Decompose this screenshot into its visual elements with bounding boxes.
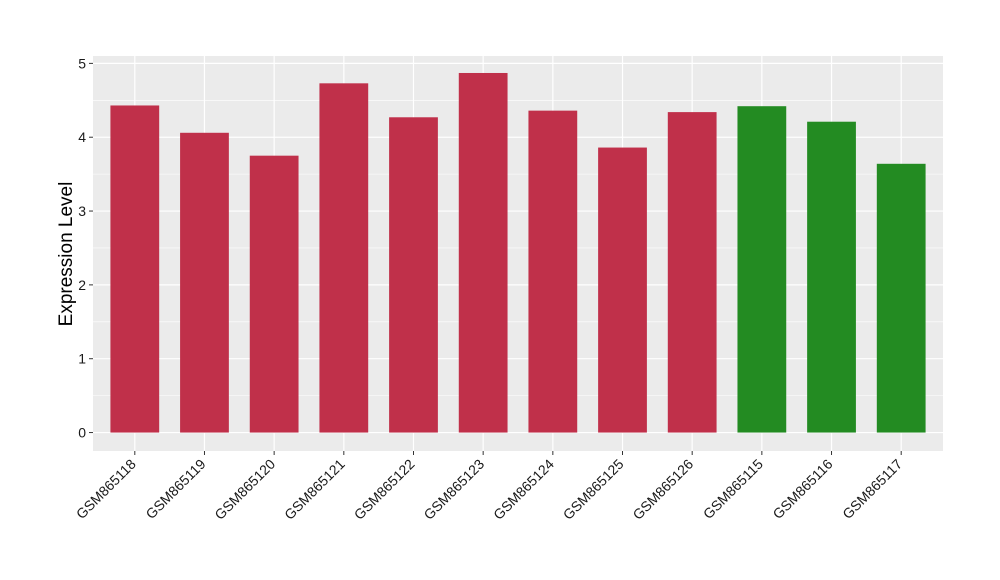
x-axis: GSM865118 GSM865119 GSM865120 GSM865121 GSM8… [73, 451, 905, 523]
bars [110, 72, 926, 433]
bar-GSM865117 [876, 163, 926, 433]
bar-GSM865115 [737, 106, 787, 433]
x-tick-label: GSM865115 [700, 456, 766, 522]
x-tick-label: GSM865125 [560, 456, 627, 523]
y-tick-label: 0 [78, 425, 86, 441]
x-tick-label: GSM865123 [420, 456, 487, 523]
bar-GSM865121 [319, 83, 369, 433]
minor-gridlines [93, 99, 943, 396]
y-tick-label: 3 [78, 203, 86, 219]
x-tick-label: GSM865116 [769, 456, 835, 522]
bar-GSM865124 [528, 110, 578, 433]
bar-GSM865126 [667, 112, 717, 433]
x-tick-label: GSM865118 [73, 456, 139, 522]
y-tick-label: 2 [78, 277, 86, 293]
bar-GSM865116 [807, 121, 856, 433]
y-axis-title: Expression Level [56, 182, 77, 327]
plot-panel [93, 56, 943, 451]
x-tick-label: GSM865120 [211, 456, 278, 523]
x-tick-label: GSM865124 [490, 456, 557, 523]
x-tick-label: GSM865122 [351, 456, 418, 523]
y-axis: 0 1 2 3 4 5 [78, 55, 93, 441]
x-tick-label: GSM865121 [281, 456, 348, 523]
bar-GSM865120 [249, 155, 299, 433]
x-tick-label: GSM865126 [629, 456, 696, 523]
bar-GSM865123 [458, 72, 508, 433]
y-tick-label: 1 [78, 351, 86, 367]
bar-GSM865122 [389, 117, 438, 433]
bar-GSM865118 [110, 105, 160, 433]
y-tick-label: 5 [78, 55, 86, 71]
bar-GSM865119 [180, 132, 229, 433]
y-tick-label: 4 [78, 129, 86, 145]
bar-GSM865125 [598, 147, 647, 433]
x-tick-label: GSM865117 [839, 456, 905, 522]
x-tick-label: GSM865119 [142, 456, 208, 522]
